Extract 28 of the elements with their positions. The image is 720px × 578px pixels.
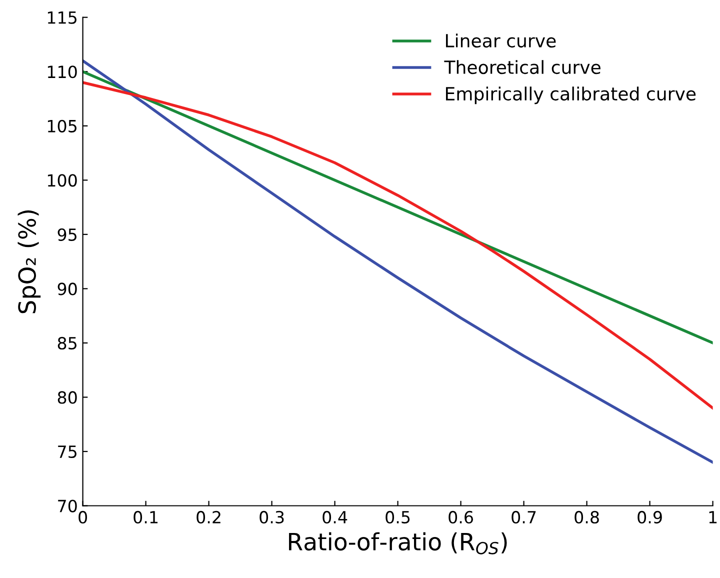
x-tick-label: 0.5 [386,510,410,524]
legend-label: Empirically calibrated curve [446,86,696,104]
legend-label: Linear curve [446,34,556,48]
legend-label: Theoretical curve [444,60,600,74]
y-tick-label: 80 [58,391,77,404]
x-tick-label: 1 [709,511,717,524]
x-tick-label: 0.3 [260,510,284,524]
y-tick-label: 100 [48,174,77,187]
x-tick-label: 0.4 [322,510,348,524]
x-tick-label: 0.8 [574,510,599,524]
y-tick-label: 95 [58,228,76,241]
x-tick-label: 0.2 [196,510,220,524]
x-tick-label: 0 [78,510,87,524]
y-tick-label: 70 [58,500,77,512]
y-tick-label: 110 [48,66,77,78]
y-axis-title: SpO₂ (%) [18,210,41,314]
x-axis-title: Ratio-of-ratio (R$_{OS}$) [289,532,507,554]
line-series [82,81,713,410]
x-tick-label: 0.7 [512,510,536,524]
y-tick-label: 105 [48,120,76,132]
x-tick-label: 0.6 [448,510,474,524]
y-tick-label: 85 [58,336,76,350]
y-tick-label: 75 [58,446,76,458]
line-series [82,59,713,464]
y-tick-label: 90 [58,282,77,296]
x-tick-label: 0.9 [638,510,662,524]
x-tick-label: 0.1 [134,510,158,524]
y-tick-label: 115 [48,12,76,24]
